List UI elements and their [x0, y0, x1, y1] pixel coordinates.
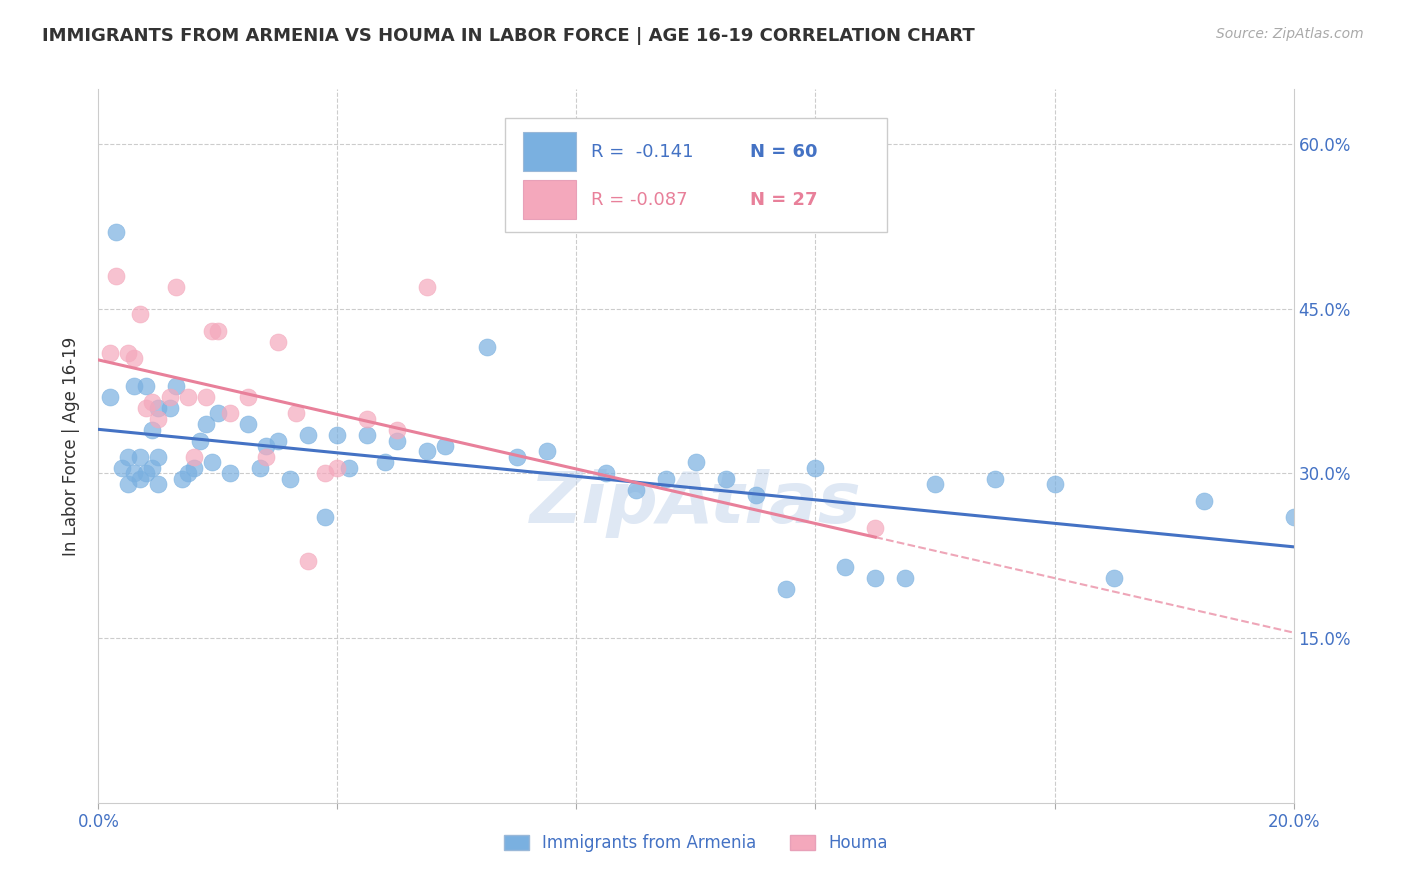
Point: [195, 390, 218, 404]
Point: [129, 450, 152, 464]
Point: [267, 334, 290, 349]
Point: [172, 472, 194, 486]
Point: [315, 467, 337, 481]
Point: [339, 461, 361, 475]
Text: IMMIGRANTS FROM ARMENIA VS HOUMA IN LABOR FORCE | AGE 16-19 CORRELATION CHART: IMMIGRANTS FROM ARMENIA VS HOUMA IN LABO…: [42, 27, 974, 45]
Point: [177, 467, 200, 481]
Text: N = 27: N = 27: [749, 191, 817, 209]
Point: [1282, 510, 1305, 524]
Point: [129, 472, 152, 486]
Point: [385, 434, 409, 448]
Point: [201, 324, 224, 338]
Point: [434, 439, 457, 453]
Text: ZipAtlas: ZipAtlas: [530, 468, 862, 538]
Point: [219, 406, 242, 420]
Point: [1043, 477, 1066, 491]
Point: [416, 280, 439, 294]
Point: [165, 378, 187, 392]
Point: [745, 488, 768, 502]
Point: [249, 461, 271, 475]
Point: [1104, 571, 1126, 585]
Point: [111, 461, 134, 475]
Point: [135, 467, 157, 481]
Point: [714, 472, 737, 486]
Point: [117, 477, 139, 491]
Point: [129, 307, 152, 321]
Point: [148, 450, 170, 464]
Text: R =  -0.141: R = -0.141: [591, 143, 693, 161]
Point: [124, 378, 146, 392]
Point: [385, 423, 409, 437]
Legend: Immigrants from Armenia, Houma: Immigrants from Armenia, Houma: [498, 828, 894, 859]
Point: [267, 434, 290, 448]
FancyBboxPatch shape: [523, 132, 576, 171]
Point: [135, 401, 157, 415]
Point: [315, 510, 337, 524]
Point: [188, 434, 211, 448]
Point: [356, 411, 378, 425]
Point: [1192, 494, 1215, 508]
Point: [655, 472, 678, 486]
Point: [165, 280, 187, 294]
Point: [148, 411, 170, 425]
Point: [98, 390, 122, 404]
Point: [201, 455, 224, 469]
Point: [141, 423, 163, 437]
Point: [278, 472, 301, 486]
Point: [124, 467, 146, 481]
Point: [326, 428, 349, 442]
Y-axis label: In Labor Force | Age 16-19: In Labor Force | Age 16-19: [62, 336, 80, 556]
Point: [356, 428, 378, 442]
Point: [284, 406, 307, 420]
Point: [105, 268, 128, 283]
Point: [595, 467, 617, 481]
Point: [159, 390, 181, 404]
Point: [834, 559, 856, 574]
Point: [254, 450, 277, 464]
Point: [135, 378, 157, 392]
FancyBboxPatch shape: [505, 118, 887, 232]
Point: [254, 439, 277, 453]
Text: N = 60: N = 60: [749, 143, 817, 161]
Point: [865, 571, 887, 585]
Point: [124, 351, 146, 366]
Point: [98, 345, 122, 359]
Point: [984, 472, 1007, 486]
Point: [326, 461, 349, 475]
Point: [506, 450, 529, 464]
Point: [207, 324, 229, 338]
Point: [159, 401, 181, 415]
Point: [195, 417, 218, 431]
Point: [177, 390, 200, 404]
Point: [236, 390, 259, 404]
Point: [475, 340, 498, 354]
Point: [626, 483, 648, 497]
Point: [374, 455, 396, 469]
Point: [536, 444, 558, 458]
Point: [236, 417, 259, 431]
Point: [105, 225, 128, 239]
Point: [297, 554, 319, 568]
Point: [416, 444, 439, 458]
Point: [207, 406, 229, 420]
Point: [148, 477, 170, 491]
Text: R = -0.087: R = -0.087: [591, 191, 688, 209]
Point: [183, 461, 205, 475]
Text: Source: ZipAtlas.com: Source: ZipAtlas.com: [1216, 27, 1364, 41]
Point: [148, 401, 170, 415]
Point: [865, 521, 887, 535]
Point: [141, 395, 163, 409]
Point: [183, 450, 205, 464]
Point: [804, 461, 827, 475]
FancyBboxPatch shape: [523, 180, 576, 219]
Point: [924, 477, 946, 491]
Point: [117, 450, 139, 464]
Point: [141, 461, 163, 475]
Point: [894, 571, 917, 585]
Point: [117, 345, 139, 359]
Point: [685, 455, 707, 469]
Point: [775, 582, 797, 596]
Point: [297, 428, 319, 442]
Point: [219, 467, 242, 481]
